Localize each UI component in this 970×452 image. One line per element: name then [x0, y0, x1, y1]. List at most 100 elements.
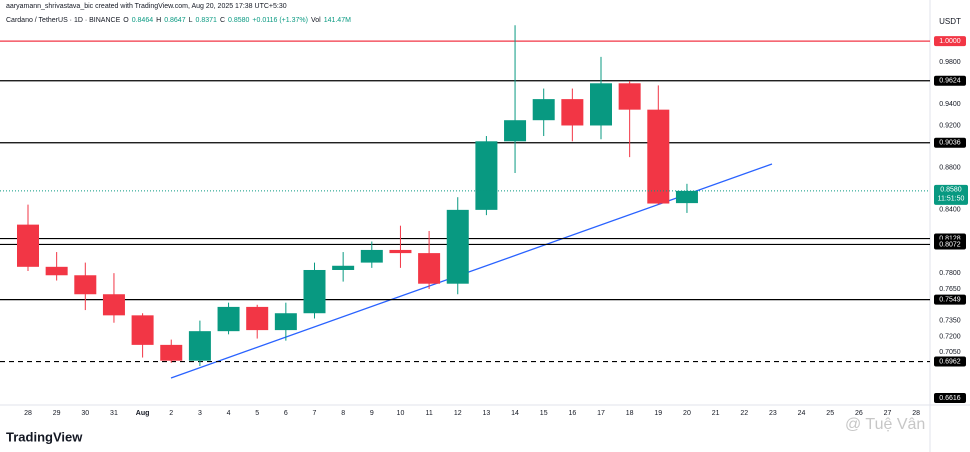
x-tick-label: 12 — [454, 410, 462, 417]
level-tag — [934, 356, 966, 367]
legend-text: 0.8647 — [164, 17, 186, 24]
candle-body — [131, 315, 154, 345]
x-tick-label: 5 — [255, 410, 259, 417]
candle-body — [102, 294, 125, 316]
legend-text: 141.47M — [324, 17, 351, 24]
x-tick-label: 30 — [81, 410, 89, 417]
level-label: 0.8128 — [939, 235, 961, 242]
watermark: @ Tuệ Vân — [845, 416, 925, 433]
candle-body — [418, 253, 441, 284]
x-tick-label: 31 — [110, 410, 118, 417]
candle-body — [647, 109, 670, 204]
logo[interactable]: TradingView — [6, 429, 83, 444]
credit: aaryamann_shrivastava_bic created with T… — [6, 3, 287, 10]
x-tick-label: 17 — [597, 410, 605, 417]
x-tick-label: 7 — [313, 410, 317, 417]
x-tick-label: 18 — [626, 410, 634, 417]
x-tick-label: 24 — [798, 410, 806, 417]
x-tick-label: 14 — [511, 410, 519, 417]
y-tick-label: 0.7200 — [939, 333, 961, 340]
level-label: 0.9036 — [939, 140, 961, 147]
x-tick-label: 11 — [425, 410, 432, 417]
countdown: 11:51:50 — [938, 196, 965, 203]
x-tick-label: 2 — [169, 410, 173, 417]
candle-body — [332, 265, 355, 270]
candle-body — [475, 141, 498, 210]
legend-text: 0.8371 — [196, 17, 218, 24]
candle-body — [274, 313, 297, 331]
candle-body — [45, 266, 68, 276]
y-tick-label: 0.7350 — [939, 317, 961, 324]
x-tick-label: 13 — [483, 410, 491, 417]
level-label: 1.0000 — [939, 38, 961, 45]
x-tick-label: 21 — [712, 410, 720, 417]
x-tick-label: 3 — [198, 410, 202, 417]
candle-body — [303, 269, 326, 314]
legend-text: H — [156, 17, 161, 24]
x-tick-label: 10 — [397, 410, 405, 417]
x-tick-label: 15 — [540, 410, 548, 417]
legend-text: C — [220, 17, 225, 24]
currency: USDT — [939, 17, 961, 26]
level-label: 0.8072 — [939, 241, 961, 248]
candle-body — [590, 83, 612, 126]
x-tick-label: 4 — [227, 410, 231, 417]
legend-text: +0.0116 (+1.37%) — [252, 17, 308, 24]
x-tick-label: 8 — [341, 410, 345, 417]
price-tag — [934, 184, 968, 205]
legend-text: O — [123, 17, 129, 24]
legend-text: 0.8464 — [132, 17, 154, 24]
x-tick-label: 26 — [855, 410, 863, 417]
candle-body — [217, 306, 240, 332]
legend-text: Vol — [311, 17, 321, 24]
candle-body — [618, 83, 641, 110]
x-tick-label: 27 — [884, 410, 892, 417]
legend-text: 0.8580 — [228, 17, 250, 24]
level-label: 0.9624 — [939, 78, 961, 85]
level-tag — [934, 75, 966, 86]
x-tick-label: 25 — [826, 410, 834, 417]
level-tag — [934, 36, 966, 47]
y-tick-label: 0.7800 — [939, 270, 961, 277]
candle-body — [360, 249, 383, 263]
y-tick-label: 0.7650 — [939, 286, 961, 293]
x-tick-label: 20 — [683, 410, 691, 417]
level-label: 0.7549 — [939, 296, 961, 303]
level-tag — [934, 137, 966, 148]
candle-body — [389, 249, 412, 254]
x-tick-label: 28 — [24, 410, 32, 417]
y-tick-label: 0.8800 — [939, 165, 961, 172]
level-label: 0.6962 — [939, 358, 961, 365]
x-tick-label: 9 — [370, 410, 374, 417]
y-tick-label: 0.7050 — [939, 349, 961, 356]
y-tick-label: 0.9200 — [939, 122, 961, 129]
candle-body — [160, 344, 183, 361]
candle-body — [561, 99, 584, 126]
x-tick-label: 6 — [284, 410, 288, 417]
legend-text: L — [189, 17, 193, 24]
candle-body — [504, 120, 527, 142]
y-tick-label: 0.8400 — [939, 207, 961, 214]
candle-body — [17, 224, 39, 267]
x-tick-label: 22 — [740, 410, 748, 417]
candle-body — [188, 331, 211, 361]
level-tag — [934, 294, 966, 305]
x-tick-label: 19 — [654, 410, 662, 417]
candle-body — [246, 306, 269, 331]
legend-text: Cardano / TetherUS · 1D · BINANCE — [6, 17, 121, 24]
candle-body — [446, 209, 469, 284]
x-tick-label: 23 — [769, 410, 777, 417]
candle-body — [532, 99, 555, 121]
level-label: 0.6616 — [939, 395, 961, 402]
y-tick-label: 0.9800 — [939, 59, 961, 66]
x-tick-label: 29 — [53, 410, 61, 417]
level-tag — [934, 239, 966, 250]
trendline — [170, 163, 773, 379]
price-label: 0.8580 — [940, 187, 962, 194]
candle-body — [675, 190, 698, 204]
candle-body — [74, 275, 97, 295]
x-tick-label: 28 — [912, 410, 920, 417]
level-tag — [934, 393, 966, 404]
x-tick-label: 16 — [568, 410, 576, 417]
